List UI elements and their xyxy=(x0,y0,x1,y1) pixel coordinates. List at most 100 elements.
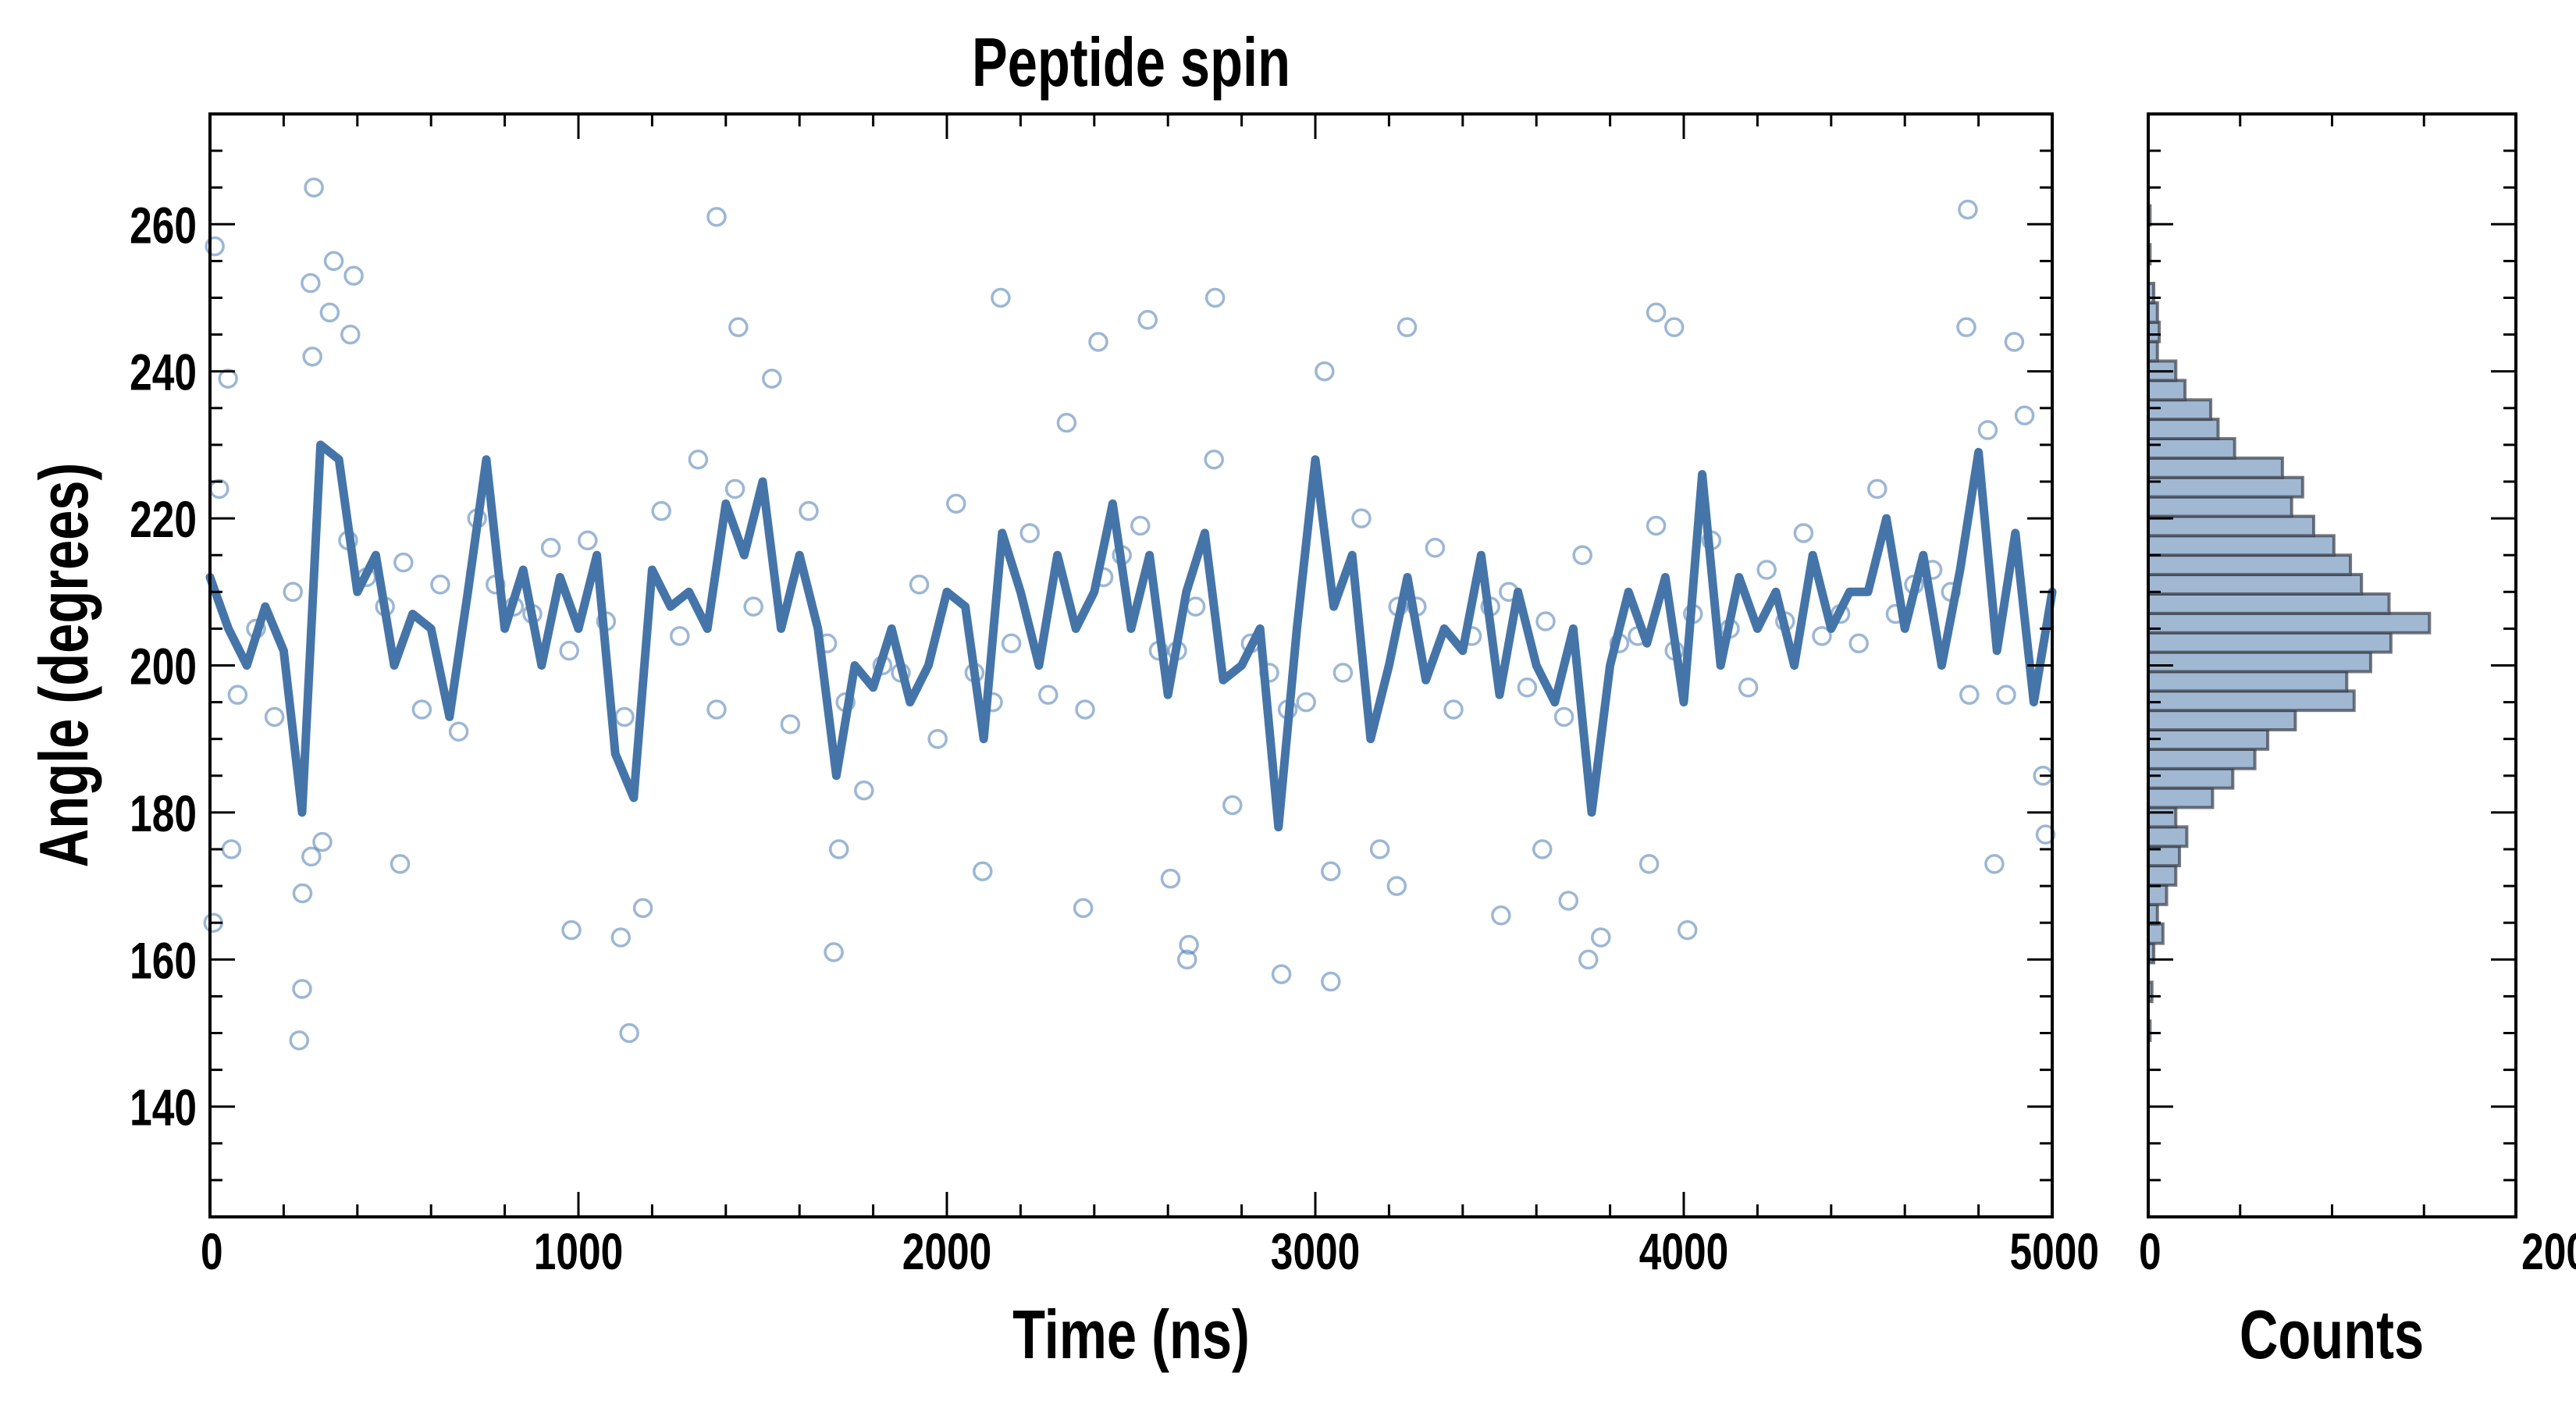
x-tick-label: 4000 xyxy=(1639,1222,1728,1281)
y-tick-label-group: 260 xyxy=(130,196,197,254)
scatter-point xyxy=(393,552,414,573)
scatter-point xyxy=(1677,919,1698,941)
histogram-bar xyxy=(2147,436,2236,460)
histogram-bar xyxy=(2147,709,2297,732)
histogram-bar xyxy=(2147,767,2235,790)
x-tick-label-group: 1000 xyxy=(534,1222,623,1281)
histogram-bar xyxy=(2147,864,2178,887)
histogram-bar xyxy=(2147,379,2187,402)
scatter-point xyxy=(1130,515,1151,536)
scatter-point xyxy=(292,979,312,999)
histogram-bar xyxy=(2147,398,2213,422)
scatter-point xyxy=(651,500,671,521)
scatter-point xyxy=(1160,868,1181,889)
scatter-point xyxy=(319,302,340,323)
scatter-point xyxy=(1572,545,1592,565)
y-axis-label: Angle (degrees) xyxy=(26,463,102,868)
scatter-point xyxy=(1793,523,1814,543)
x-tick-label: 5000 xyxy=(2010,1222,2099,1281)
scatter-point xyxy=(448,721,469,742)
histogram-bar xyxy=(2147,806,2178,829)
histogram-bar xyxy=(2147,631,2393,654)
scatter-point xyxy=(289,1030,309,1051)
x-axis-label: Time (ns) xyxy=(1012,1297,1250,1373)
x-tick-label-group: 3000 xyxy=(1271,1222,1360,1281)
scatter-point xyxy=(1369,839,1390,859)
scatter-point xyxy=(323,251,344,272)
y-tick-label: 240 xyxy=(130,343,197,401)
scatter-point xyxy=(304,177,324,197)
x-tick-label-group: 2000 xyxy=(902,1222,991,1281)
scatter-point xyxy=(670,626,690,646)
scatter-point xyxy=(1321,861,1341,882)
scatter-point xyxy=(1073,898,1094,919)
scatter-point xyxy=(1271,964,1292,984)
scatter-point xyxy=(411,699,432,720)
hist-x-tick-label-group: 200 xyxy=(2521,1222,2576,1281)
histogram-bar xyxy=(2147,689,2356,713)
scatter-point xyxy=(854,780,874,801)
scatter-point xyxy=(302,347,322,367)
y-tick-label-group: 240 xyxy=(130,343,197,401)
histogram-plot-area xyxy=(2147,204,2432,1042)
scatter-point xyxy=(1491,905,1511,926)
y-tick-label-group: 180 xyxy=(130,784,197,843)
scatter-point xyxy=(227,685,248,705)
histogram-bar xyxy=(2147,825,2189,848)
scatter-point xyxy=(430,574,450,595)
main-frame xyxy=(208,112,2054,1218)
scatter-point xyxy=(1977,420,1998,440)
scatter-point xyxy=(540,538,561,558)
scatter-point xyxy=(1984,854,2005,874)
scatter-point xyxy=(1351,508,1372,528)
scatter-point xyxy=(1558,891,1579,911)
scatter-point xyxy=(1056,412,1077,433)
scatter-point xyxy=(762,368,782,389)
tick-labels: 0 1000 2000 3000 4000 50001401601802002202402… xyxy=(130,196,2576,1280)
scatter-point xyxy=(1756,560,1777,580)
scatter-point xyxy=(824,942,844,962)
scatter-point xyxy=(1591,927,1611,948)
scatter-point xyxy=(1397,317,1418,337)
scatter-point xyxy=(205,236,225,257)
scatter-point xyxy=(1038,685,1059,705)
hist-x-tick-label: 0 xyxy=(2139,1222,2161,1281)
scatter-point xyxy=(340,324,361,345)
scatter-point xyxy=(780,714,801,735)
y-tick-label: 180 xyxy=(130,784,197,843)
scatter-point xyxy=(301,846,322,867)
histogram-bar xyxy=(2147,728,2270,751)
y-tick-label: 160 xyxy=(130,931,197,990)
scatter-point xyxy=(619,1023,639,1044)
y-tick-label: 220 xyxy=(130,490,197,549)
scatter-point xyxy=(724,478,745,500)
scatter-point xyxy=(312,831,333,852)
scatter-point xyxy=(706,699,727,720)
scatter-point xyxy=(1425,538,1446,558)
scatter-point xyxy=(578,530,598,551)
histogram-bar xyxy=(2147,534,2336,557)
scatter-point xyxy=(1535,611,1556,631)
axes-frames xyxy=(208,112,2517,1218)
scatter-point xyxy=(1553,706,1574,727)
x-tick-label-group: 4000 xyxy=(1639,1222,1728,1281)
scatter-point xyxy=(799,500,819,521)
scatter-point xyxy=(909,574,930,595)
histogram-bar xyxy=(2147,650,2372,674)
scatter-point xyxy=(973,861,993,882)
scatter-point xyxy=(1443,699,1464,720)
scatter-point xyxy=(1001,633,1022,653)
scatter-point xyxy=(1204,287,1226,308)
scatter-point xyxy=(1332,663,1354,683)
scatter-point xyxy=(991,287,1011,308)
scatter-point xyxy=(614,706,635,727)
histogram-x-axis-label: Counts xyxy=(2240,1297,2424,1373)
y-tick-label-group: 220 xyxy=(130,490,197,549)
scatter-point xyxy=(209,478,229,500)
scatter-point xyxy=(1646,515,1667,536)
histogram-bar xyxy=(2147,456,2284,479)
histogram-bar xyxy=(2147,922,2165,945)
histogram-bar xyxy=(2147,592,2391,615)
scatter-point xyxy=(828,839,849,859)
